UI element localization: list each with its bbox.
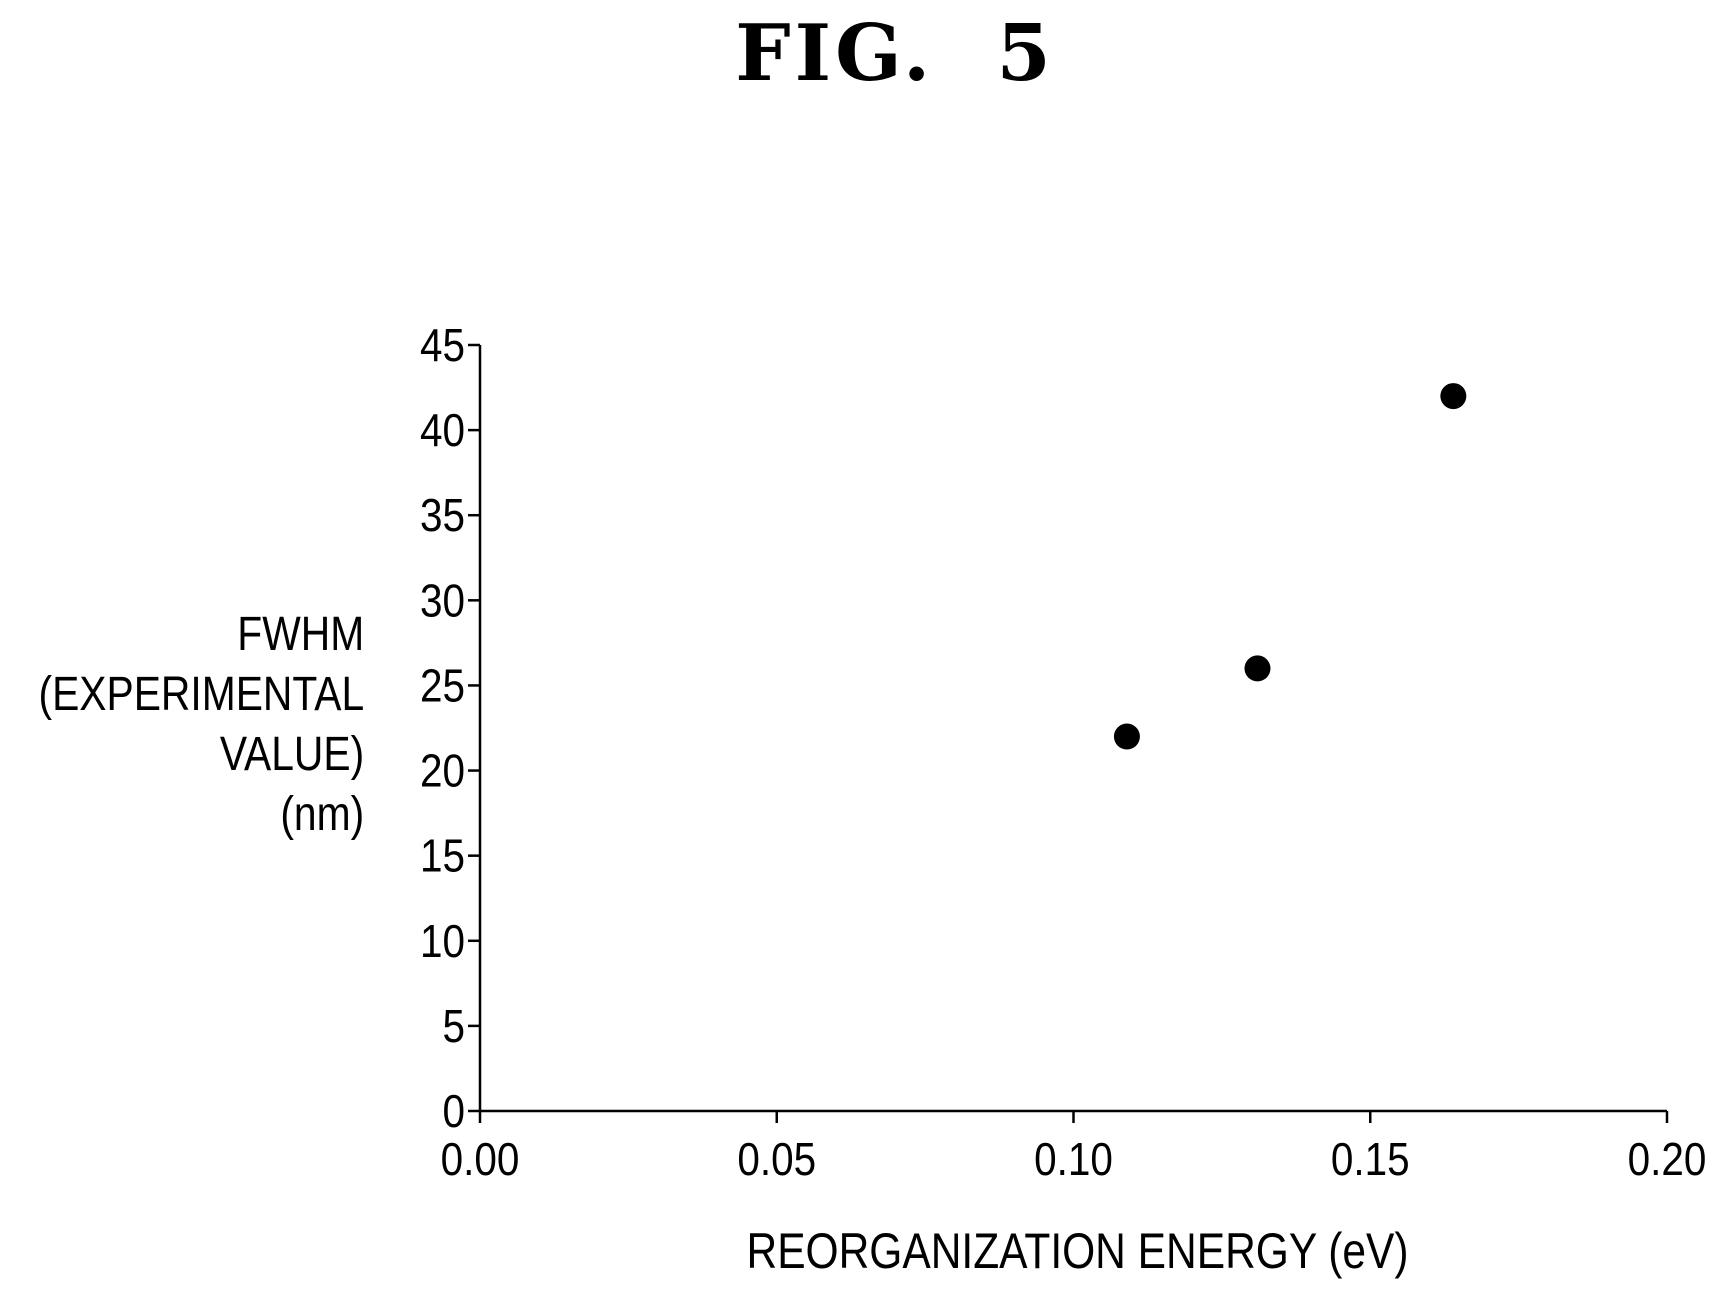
y-axis-label-line: VALUE) xyxy=(219,728,364,781)
x-tick-label: 0.15 xyxy=(1331,1135,1410,1186)
data-point xyxy=(1113,723,1140,750)
data-points xyxy=(1113,383,1467,750)
x-tick-label: 0.20 xyxy=(1628,1135,1707,1186)
y-axis-label-line: (nm) xyxy=(280,788,364,841)
y-tick-label: 35 xyxy=(420,491,465,542)
y-tick-label: 45 xyxy=(420,321,465,372)
y-tick-label: 40 xyxy=(420,406,465,457)
y-axis-label-line: (EXPERIMENTAL xyxy=(38,668,364,721)
y-tick-label: 10 xyxy=(420,916,465,967)
y-tick-label: 20 xyxy=(420,746,465,797)
x-axis-label: REORGANIZATION ENERGY (eV) xyxy=(746,1223,1409,1279)
figure-title: FIG. 5 xyxy=(735,8,1055,99)
y-tick-label: 30 xyxy=(420,576,465,627)
axes xyxy=(478,345,1667,1113)
y-tick-label: 25 xyxy=(420,661,465,712)
y-tick-label: 15 xyxy=(420,831,465,882)
y-axis-label: FWHM (EXPERIMENTAL VALUE) (nm) xyxy=(38,605,364,845)
x-tick-label: 0.00 xyxy=(441,1135,520,1186)
x-axis-ticks: 0.00 0.05 0.10 0.15 0.20 xyxy=(441,1111,1707,1186)
y-axis-ticks: 0 5 10 15 20 25 30 35 40 45 xyxy=(420,321,480,1138)
data-point xyxy=(1440,383,1467,410)
y-axis-label-line: FWHM xyxy=(237,608,364,661)
y-tick-label: 5 xyxy=(442,1002,465,1053)
y-tick-label: 0 xyxy=(442,1087,465,1138)
x-tick-label: 0.10 xyxy=(1034,1135,1113,1186)
x-tick-label: 0.05 xyxy=(737,1135,816,1186)
data-point xyxy=(1244,655,1271,682)
